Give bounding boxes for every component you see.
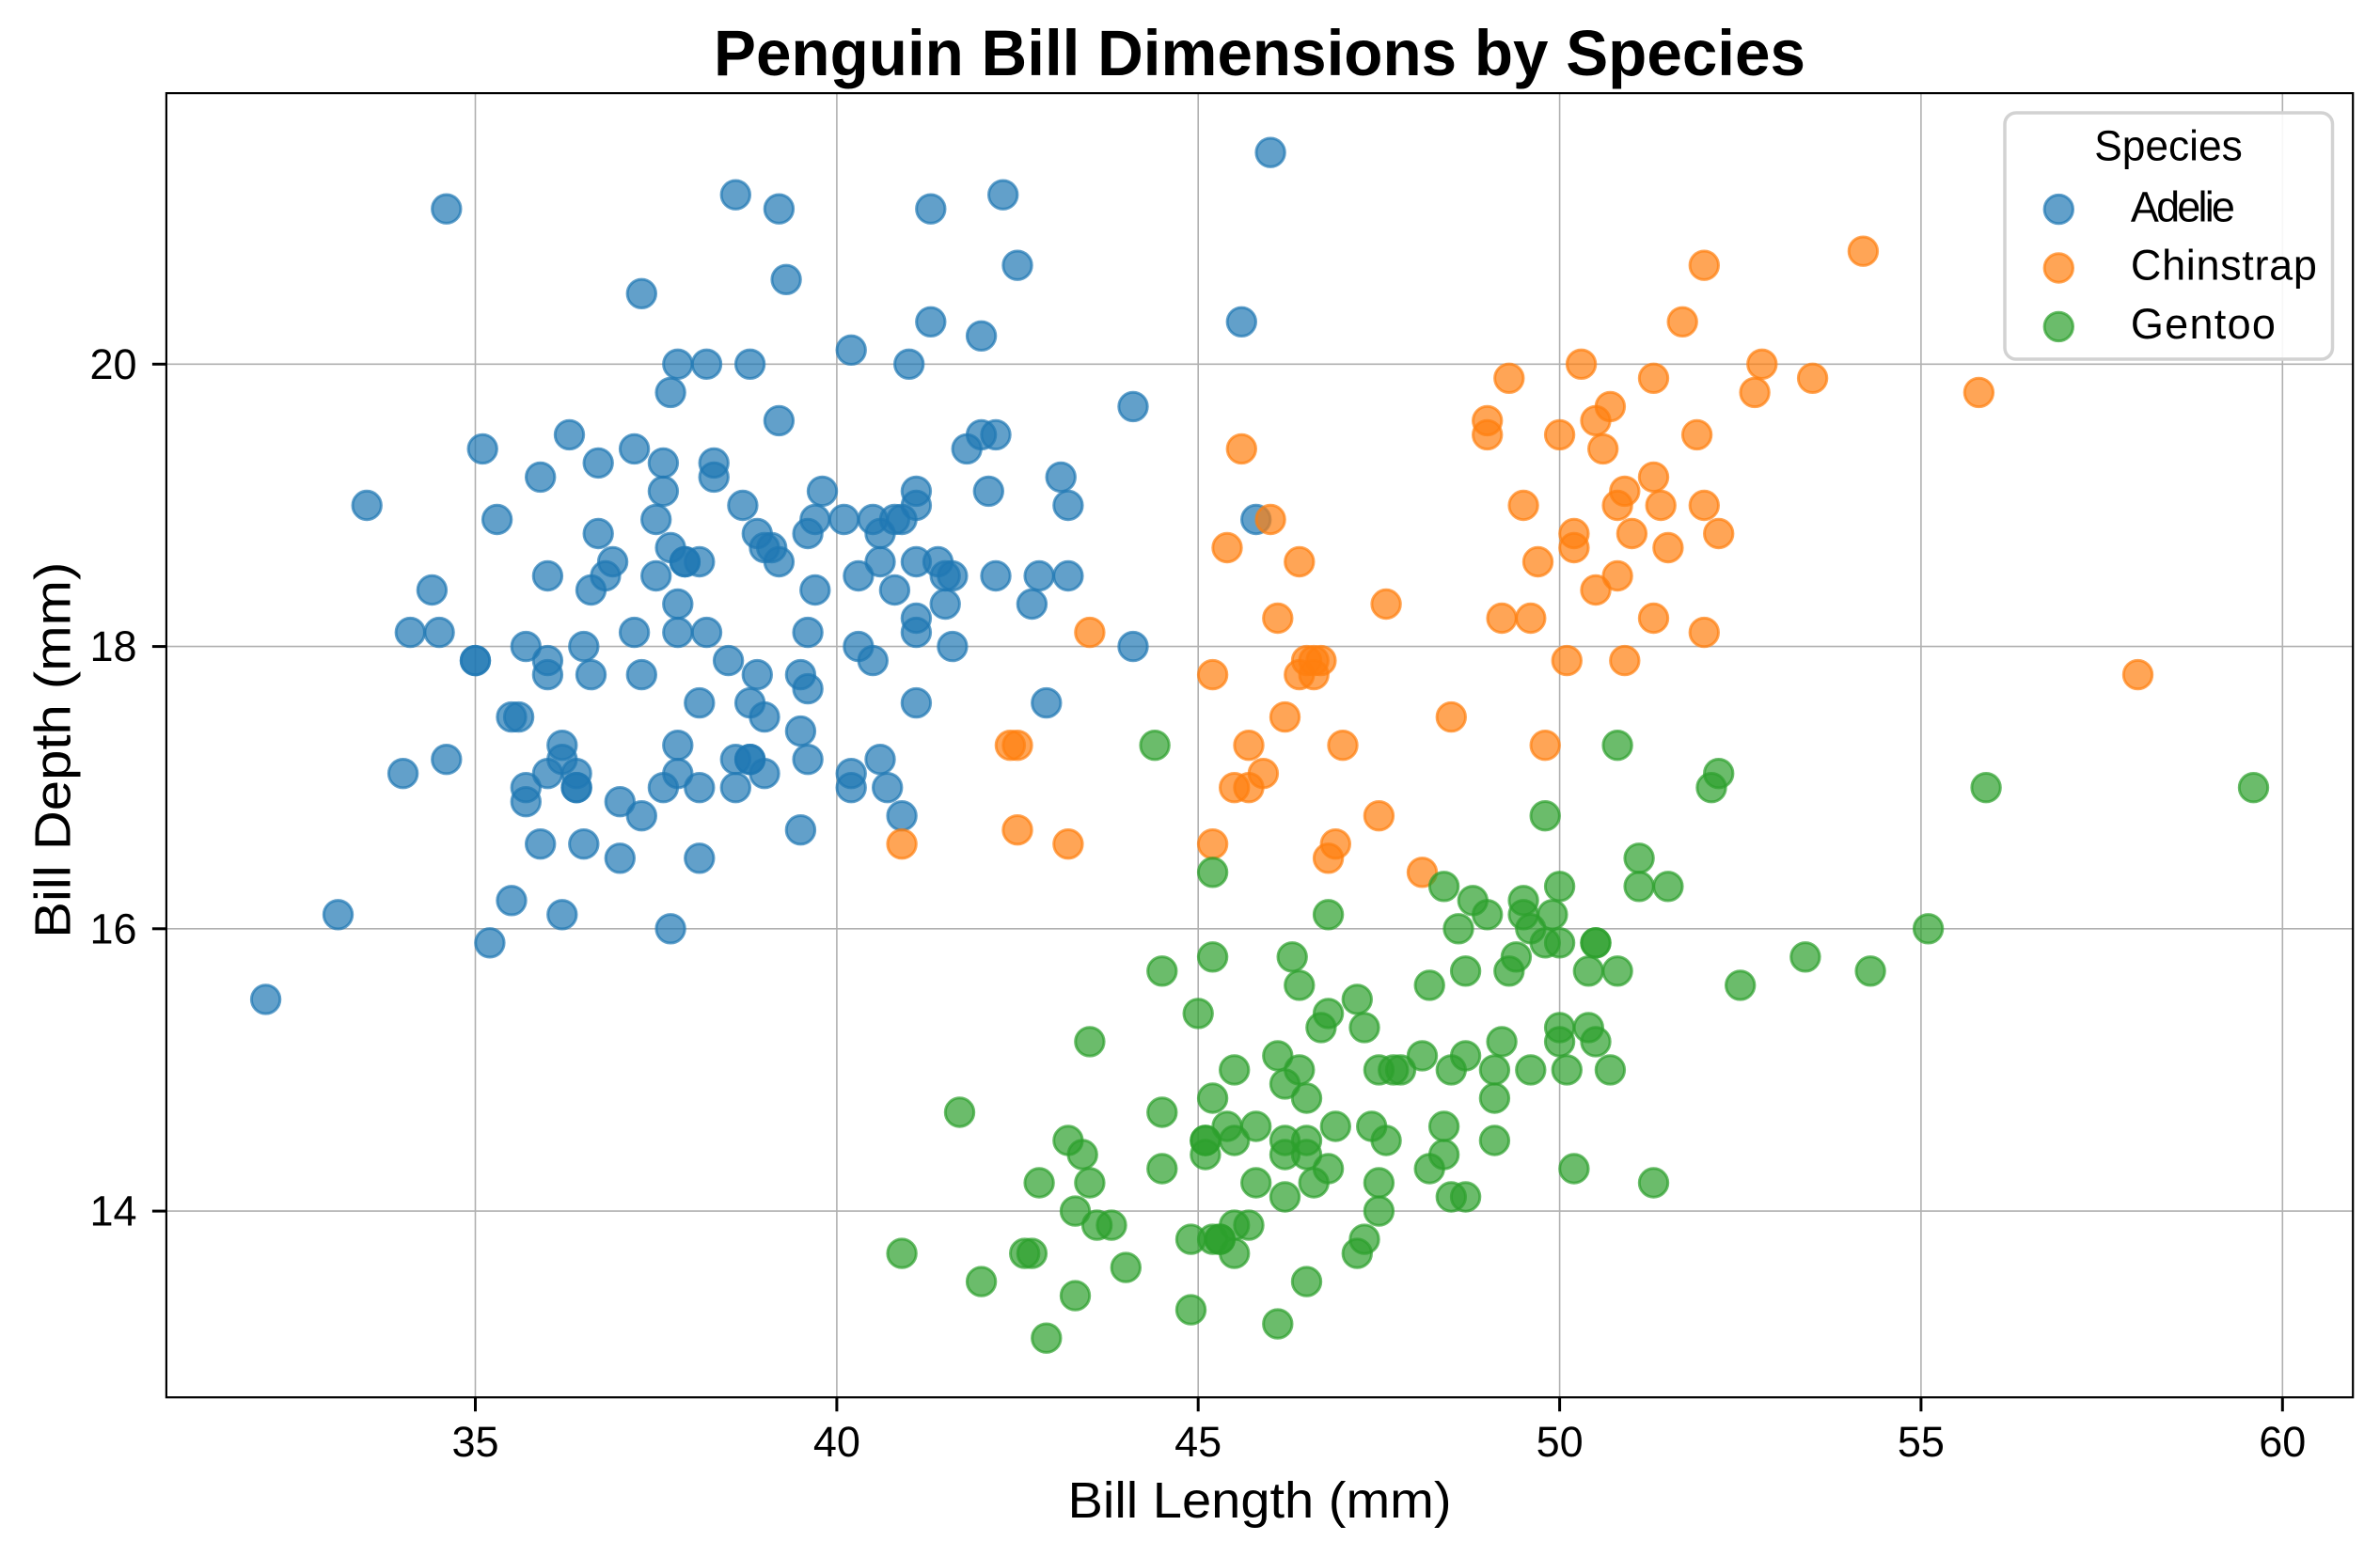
svg-text:50: 50	[1537, 1418, 1584, 1466]
svg-text:35: 35	[451, 1418, 498, 1466]
svg-text:Bill Depth (mm): Bill Depth (mm)	[25, 562, 82, 938]
svg-text:Penguin Bill Dimensions by Spe: Penguin Bill Dimensions by Species	[714, 17, 1805, 89]
svg-text:60: 60	[2259, 1418, 2306, 1466]
svg-text:55: 55	[1898, 1418, 1945, 1466]
svg-text:Bill Length (mm): Bill Length (mm)	[1068, 1472, 1452, 1529]
svg-text:20: 20	[89, 340, 136, 388]
svg-text:18: 18	[89, 622, 136, 670]
svg-text:Gentoo: Gentoo	[2131, 300, 2276, 348]
svg-text:Species: Species	[2094, 121, 2243, 169]
svg-text:14: 14	[89, 1187, 136, 1235]
svg-text:45: 45	[1174, 1418, 1222, 1466]
svg-text:16: 16	[89, 904, 136, 952]
svg-text:40: 40	[813, 1418, 860, 1466]
svg-text:Chinstrap: Chinstrap	[2131, 242, 2317, 290]
svg-text:Adelie: Adelie	[2131, 183, 2235, 231]
